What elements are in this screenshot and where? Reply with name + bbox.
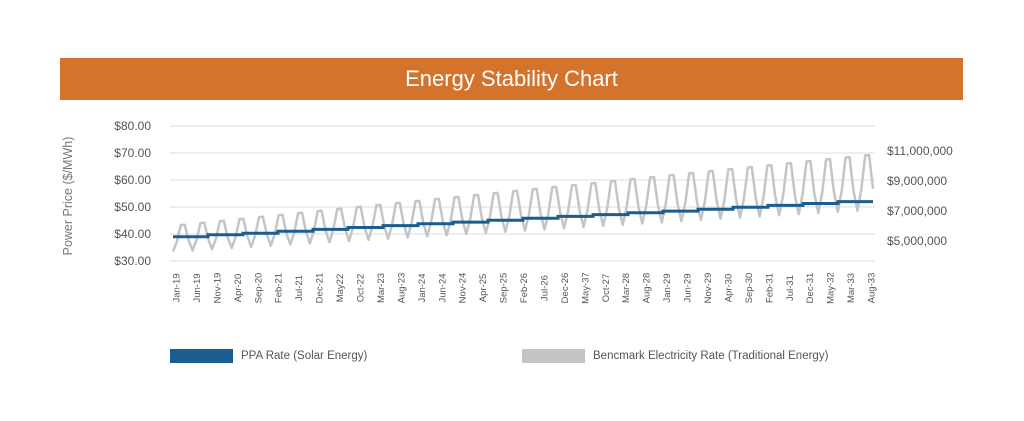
x-tick-label: Sep-25 [499, 273, 510, 304]
y-right-tick-label: $5,000,000 [887, 234, 947, 248]
benchmark-rate-line [171, 153, 875, 253]
x-tick-label: Mar-28 [621, 273, 632, 303]
x-tick-label: Nov-29 [703, 273, 714, 304]
chart-title: Energy Stability Chart [405, 66, 618, 91]
x-tick-label: Aug-23 [396, 273, 407, 304]
x-tick-label: Jan-24 [417, 273, 428, 302]
ppa-rate-line [173, 200, 873, 239]
legend-label-ppa: PPA Rate (Solar Energy) [241, 350, 368, 362]
x-tick-label: Jul-26 [539, 275, 550, 301]
x-tick-label: Oct-27 [601, 274, 612, 303]
x-tick-label: Jun-29 [683, 273, 694, 302]
x-tick-label: Nov-24 [458, 273, 469, 304]
y-axis-left: $30.00 $40.00 $50.00 $60.00 $70.00 $80.00 [114, 119, 151, 268]
y-right-tick-label: $9,000,000 [887, 174, 947, 188]
x-tick-label: Sep-30 [744, 273, 755, 304]
x-tick-label: Jul-31 [785, 275, 796, 301]
x-tick-label: Jan-19 [172, 273, 183, 302]
y-right-tick-label: $11,000,000 [887, 144, 953, 158]
y-left-tick-label: $80.00 [114, 119, 151, 133]
y-left-tick-label: $30.00 [114, 254, 151, 268]
y-left-tick-label: $40.00 [114, 227, 151, 241]
x-tick-label: Feb-31 [764, 273, 775, 303]
x-tick-label: Apr-20 [233, 274, 244, 303]
x-tick-label: Mar-23 [376, 273, 387, 303]
x-tick-label: Jun-19 [192, 273, 203, 302]
x-tick-label: Aug-33 [867, 273, 878, 304]
y-right-tick-label: $7,000,000 [887, 204, 947, 218]
y-axis-label: Power Price ($/MWh) [61, 137, 75, 256]
y-left-tick-label: $50.00 [114, 200, 151, 214]
x-tick-label: May-37 [580, 272, 591, 304]
x-tick-label: Nov-19 [212, 273, 223, 304]
x-tick-label: Mar-33 [846, 273, 857, 303]
x-tick-label: Apr-25 [478, 274, 489, 303]
y-axis-right: $5,000,000 $7,000,000 $9,000,000 $11,000,00… [887, 144, 953, 248]
x-tick-label: May22 [335, 274, 346, 303]
x-tick-label: Jun-24 [437, 273, 448, 302]
legend-swatch-benchmark [522, 349, 585, 363]
x-tick-label: Aug-28 [642, 273, 653, 304]
x-tick-label: Feb-21 [274, 273, 285, 303]
legend-item-ppa: PPA Rate (Solar Energy) [170, 348, 367, 364]
chart-title-banner: Energy Stability Chart [60, 58, 963, 100]
x-tick-label: May-32 [826, 272, 837, 304]
x-tick-label: Jul-21 [294, 275, 305, 301]
x-tick-label: Jan-29 [662, 273, 673, 302]
legend-label-benchmark: Bencmark Electricity Rate (Traditional E… [593, 350, 829, 362]
x-tick-label: Dec-21 [315, 273, 326, 304]
y-left-tick-label: $70.00 [114, 146, 151, 160]
x-tick-label: Dec-31 [805, 273, 816, 304]
x-tick-label: Dec-26 [560, 273, 571, 304]
legend-item-benchmark: Bencmark Electricity Rate (Traditional E… [522, 348, 828, 364]
gridlines [170, 125, 875, 262]
x-tick-label: Sep-20 [253, 273, 264, 304]
x-axis: Jan-19 Jun-19 Nov-19 Apr-20 Sep-20 Feb-21 Jul-… [172, 272, 878, 304]
x-tick-label: Oct-22 [355, 274, 366, 303]
series-layer [171, 153, 875, 253]
x-tick-label: Apr-30 [723, 274, 734, 303]
y-left-tick-label: $60.00 [114, 173, 151, 187]
x-tick-label: Feb-26 [519, 273, 530, 303]
legend-swatch-ppa [170, 349, 233, 363]
